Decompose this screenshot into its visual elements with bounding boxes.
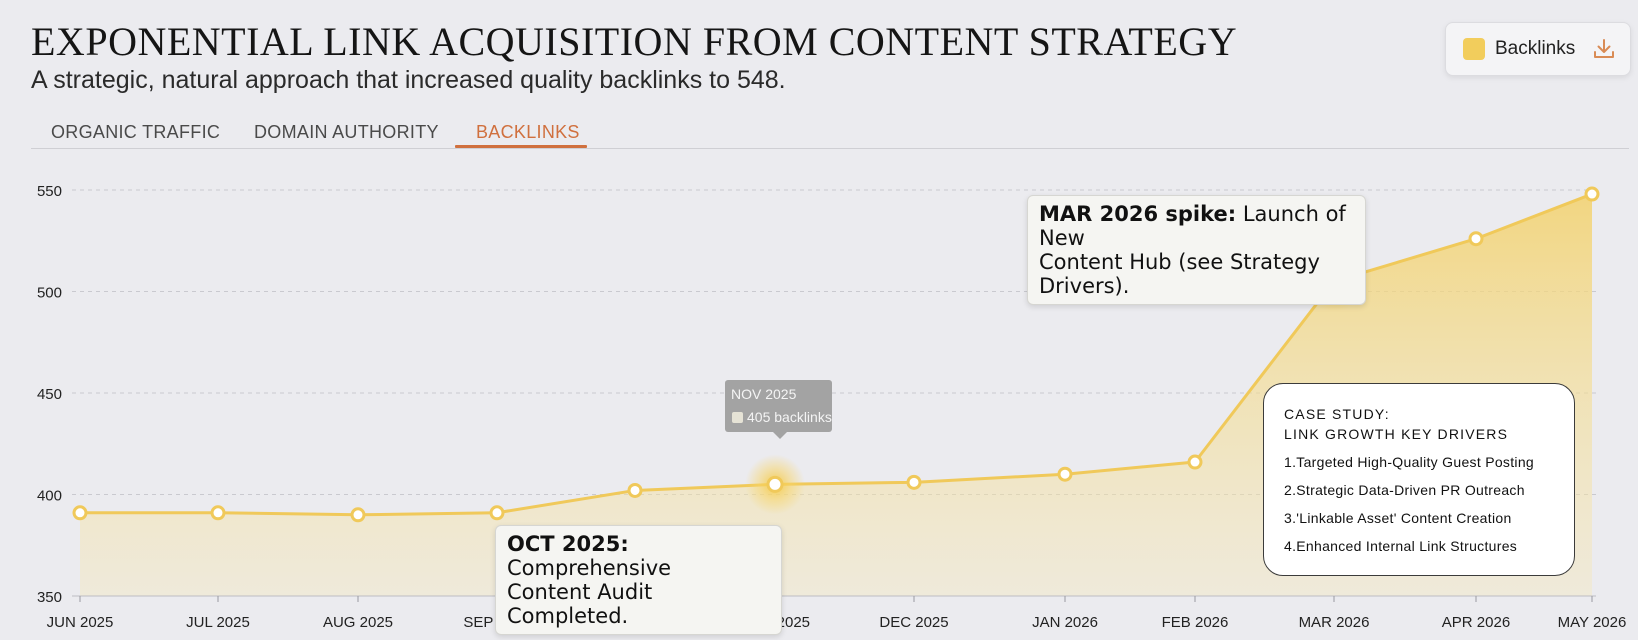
x-tick-label: DEC 2025: [879, 614, 948, 631]
data-point: [906, 474, 922, 490]
x-tick-label: AUG 2025: [323, 614, 393, 631]
annotation-mar-text: Launch of New: [1039, 202, 1346, 250]
case-study-item: 2.Strategic Data-Driven PR Outreach: [1284, 482, 1525, 498]
data-point: [350, 507, 366, 523]
tab-domain-authority[interactable]: DOMAIN AUTHORITY: [254, 122, 439, 142]
case-study-item: 4.Enhanced Internal Link Structures: [1284, 538, 1518, 554]
case-study-heading: CASE STUDY: LINK GROWTH KEY DRIVERS: [1284, 404, 1508, 444]
legend-label: Backlinks: [1495, 38, 1576, 59]
y-tick-label: 500: [37, 285, 62, 302]
data-point: [1584, 186, 1600, 202]
y-tick-label: 350: [37, 589, 62, 606]
tooltip-swatch: [732, 412, 743, 423]
data-point: [489, 505, 505, 521]
download-icon[interactable]: [1590, 35, 1618, 63]
case-study-heading-line2: LINK GROWTH KEY DRIVERS: [1284, 426, 1509, 442]
tab-backlinks[interactable]: BACKLINKS: [476, 122, 580, 142]
data-tooltip: NOV 2025 405 backlinks: [725, 380, 832, 439]
y-tick-label: 450: [37, 386, 62, 403]
chart-subtitle: A strategic, natural approach that incre…: [31, 66, 786, 94]
annotation-mar-line2: Content Hub (see Strategy Drivers).: [1039, 250, 1320, 298]
case-study-item: 1.Targeted High-Quality Guest Posting: [1284, 454, 1535, 470]
y-tick-label: 400: [37, 488, 62, 505]
annotation-mar-2026: MAR 2026 spike: Launch of New Content Hu…: [1027, 195, 1366, 305]
data-point: [1057, 466, 1073, 482]
case-study-heading-line1: CASE STUDY:: [1284, 406, 1390, 422]
case-study-item: 3.'Linkable Asset' Content Creation: [1284, 510, 1512, 526]
data-point: [72, 505, 88, 521]
data-point: [1468, 231, 1484, 247]
annotation-oct-text: Comprehensive: [507, 556, 672, 580]
x-tick-label: FEB 2026: [1162, 614, 1229, 631]
metric-tabs: ORGANIC TRAFFIC DOMAIN AUTHORITY BACKLIN…: [31, 112, 1629, 149]
tooltip-arrow: [773, 432, 787, 439]
x-tick-label: JAN 2026: [1032, 614, 1098, 631]
active-tab-indicator: [455, 145, 587, 148]
x-tick-label: JUL 2025: [186, 614, 250, 631]
tooltip-value: 405 backlinks: [747, 409, 832, 425]
annotation-oct-line2: Content Audit Completed.: [507, 580, 653, 628]
x-tick-label: MAR 2026: [1299, 614, 1370, 631]
x-tick-label: MAY 2026: [1558, 614, 1627, 631]
legend-swatch: [1463, 38, 1485, 60]
data-point: [1187, 454, 1203, 470]
data-point: [766, 475, 784, 493]
tooltip-title: NOV 2025: [731, 386, 797, 402]
chart-title: EXPONENTIAL LINK ACQUISITION FROM CONTEN…: [31, 19, 1238, 64]
annotation-mar-bold: MAR 2026 spike:: [1039, 202, 1237, 226]
annotation-oct-bold: OCT 2025:: [507, 532, 629, 556]
data-point: [627, 482, 643, 498]
y-tick-label: 550: [37, 183, 62, 200]
area-fill: [80, 194, 1592, 596]
legend: Backlinks: [1445, 22, 1631, 76]
x-tick-label: JUN 2025: [47, 614, 114, 631]
case-study-box: CASE STUDY: LINK GROWTH KEY DRIVERS 1.Ta…: [1263, 383, 1575, 576]
y-axis: 350 400 450 500 550: [37, 183, 62, 606]
annotation-oct-2025: OCT 2025: Comprehensive Content Audit Co…: [495, 525, 782, 635]
tab-organic-traffic[interactable]: ORGANIC TRAFFIC: [51, 122, 221, 142]
data-point: [210, 505, 226, 521]
x-tick-label: APR 2026: [1442, 614, 1510, 631]
